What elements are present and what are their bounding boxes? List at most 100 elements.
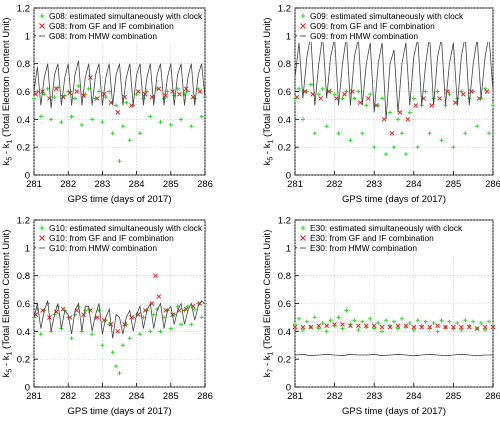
data-point	[392, 319, 396, 324]
series-line	[33, 300, 206, 339]
data-point	[300, 117, 305, 122]
y-tick-label: 0	[25, 383, 30, 394]
data-point	[352, 96, 357, 101]
legend-label: G09: estimated simultaneously with clock	[310, 11, 464, 21]
data-point	[122, 94, 127, 100]
x-tick-label: 285	[163, 391, 179, 402]
data-point	[403, 323, 409, 329]
data-point	[153, 273, 158, 279]
data-point	[127, 336, 132, 341]
y-tick-label: 0.2	[17, 355, 30, 366]
x-axis-label: GPS time (days of 2017)	[342, 406, 446, 417]
data-point	[423, 319, 428, 324]
x-tick-label: 284	[129, 179, 145, 190]
data-point	[158, 120, 163, 125]
data-point	[389, 130, 395, 136]
data-point	[431, 320, 436, 325]
data-point	[38, 114, 43, 119]
data-point	[45, 86, 50, 91]
data-point	[141, 315, 146, 320]
data-point	[179, 117, 184, 122]
y-axis-label: k5 - k1 (Total Electron Content Unit)	[1, 230, 14, 378]
data-point	[368, 92, 373, 97]
data-point	[466, 324, 472, 330]
data-point	[53, 86, 59, 92]
data-point	[117, 371, 122, 376]
data-point	[74, 89, 80, 94]
y-tick-label: 0.8	[278, 271, 291, 282]
data-point	[411, 327, 416, 332]
data-point	[392, 145, 396, 150]
y-tick-label: 0	[25, 171, 30, 182]
data-point	[413, 103, 419, 108]
legend-label: G08: estimated simultaneously with clock	[49, 11, 203, 21]
data-point	[407, 320, 412, 325]
legend-plus-icon	[300, 13, 306, 19]
legend-label: G09: from HMW combination	[310, 31, 418, 41]
legend-cross-icon	[300, 235, 306, 241]
data-point	[199, 114, 204, 119]
data-point	[300, 327, 305, 332]
data-point	[138, 131, 143, 136]
y-tick-label: 0	[286, 383, 291, 394]
data-point	[318, 96, 324, 101]
data-point	[320, 320, 325, 325]
y-tick-label: 1.2	[278, 216, 291, 227]
series-line	[294, 35, 494, 120]
data-point	[300, 324, 306, 330]
data-point	[356, 89, 361, 94]
data-point	[88, 75, 93, 80]
legend-label: E30: estimated simultaneously with clock	[310, 223, 463, 233]
x-tick-label: 286	[197, 179, 213, 190]
legend-box	[297, 222, 491, 254]
y-tick-label: 0.4	[17, 327, 30, 338]
data-point	[81, 93, 86, 99]
data-point	[384, 318, 389, 323]
data-point	[94, 315, 100, 320]
y-tick-label: 0.6	[17, 87, 30, 98]
x-tick-label: 285	[445, 179, 461, 190]
data-point	[120, 124, 125, 129]
series-2	[292, 322, 496, 331]
series-3	[33, 60, 206, 109]
legend: G10: estimated simultaneously with clock…	[36, 222, 203, 254]
x-tick-label: 283	[366, 391, 382, 402]
y-tick-label: 0	[286, 171, 291, 182]
legend-label: G10: from GF and IF combination	[49, 233, 174, 243]
data-point	[129, 315, 134, 320]
data-point	[127, 138, 132, 143]
x-tick-label: 283	[366, 179, 382, 190]
data-point	[340, 322, 345, 327]
data-point	[33, 91, 39, 97]
x-tick-label: 284	[129, 391, 145, 402]
data-point	[407, 110, 412, 115]
data-point	[308, 324, 314, 330]
data-point	[100, 120, 105, 125]
data-point	[445, 89, 450, 94]
data-point	[81, 312, 86, 317]
data-point	[312, 131, 317, 136]
data-point	[324, 124, 329, 129]
data-point	[474, 326, 480, 331]
data-point	[340, 96, 345, 101]
legend-box	[36, 222, 203, 254]
data-point	[67, 90, 73, 96]
series-line	[33, 60, 206, 109]
y-tick-label: 1	[25, 31, 30, 42]
data-point	[110, 350, 115, 355]
y-tick-label: 0.4	[278, 115, 291, 126]
data-point	[483, 327, 488, 332]
data-point	[86, 86, 91, 91]
legend-label: G10: estimated simultaneously with clock	[49, 223, 203, 233]
data-point	[296, 86, 301, 91]
data-point	[388, 110, 393, 115]
data-point	[340, 326, 345, 331]
x-tick-label: 281	[287, 391, 303, 402]
data-point	[59, 120, 64, 125]
x-tick-label: 286	[485, 179, 500, 190]
data-point	[479, 320, 484, 325]
y-tick-label: 0.6	[278, 299, 291, 310]
data-point	[429, 103, 434, 108]
data-point	[90, 332, 95, 337]
data-point	[199, 315, 204, 320]
